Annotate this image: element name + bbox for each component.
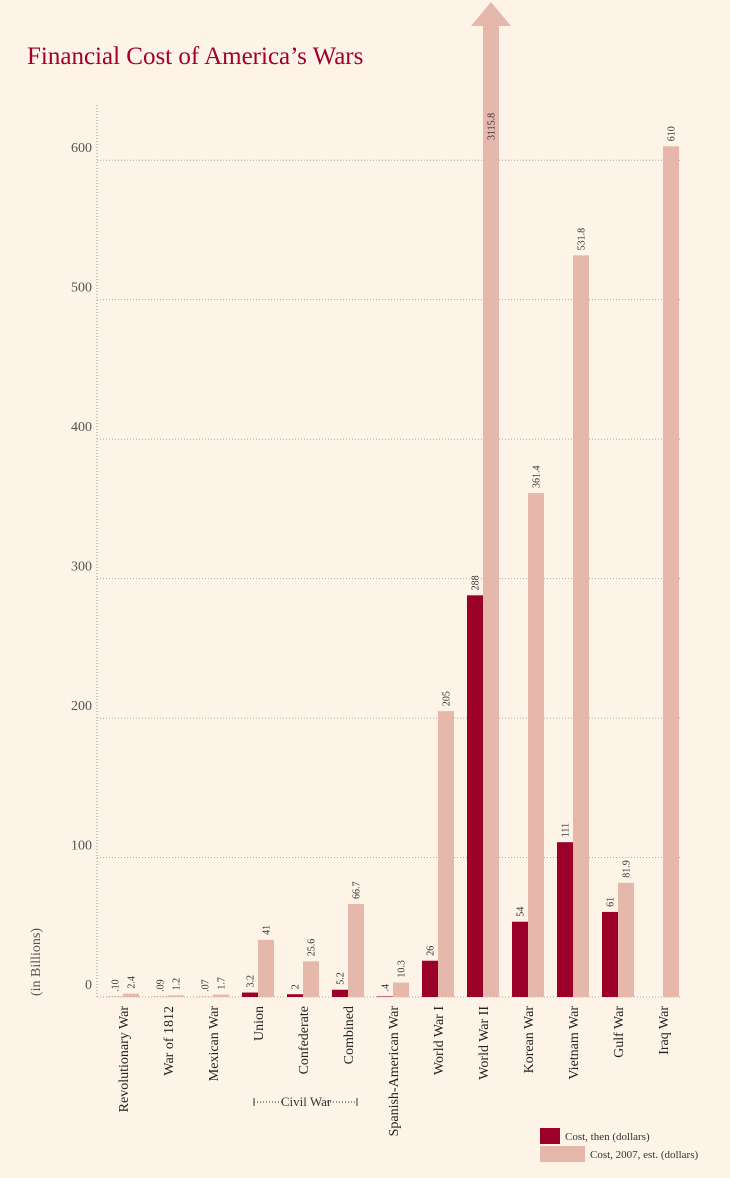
y-tick-label: 100 — [71, 839, 92, 854]
bar — [348, 903, 364, 997]
value-label: 3.2 — [246, 975, 257, 988]
group-label: Civil War — [281, 1094, 332, 1109]
value-label: 81.9 — [622, 860, 633, 878]
bar — [422, 960, 438, 997]
value-label: .07 — [201, 979, 212, 992]
bar — [512, 921, 528, 997]
value-label: 288 — [471, 575, 482, 590]
bar — [393, 982, 409, 997]
bar — [123, 993, 139, 997]
bar — [467, 595, 483, 997]
value-label: 5.2 — [336, 972, 347, 985]
x-tick-label: Vietnam War — [567, 1006, 582, 1080]
value-label: 1.2 — [172, 978, 183, 991]
bar — [332, 989, 348, 997]
value-label: 2.4 — [127, 976, 138, 989]
value-label: 610 — [667, 126, 678, 141]
x-tick-label: Korean War — [522, 1006, 537, 1074]
x-tick-label: World War II — [477, 1006, 492, 1080]
y-tick-label: 0 — [85, 978, 92, 993]
value-label: 66.7 — [352, 881, 363, 899]
bar — [573, 255, 589, 998]
value-label: 205 — [442, 691, 453, 706]
x-tick-label: Mexican War — [207, 1006, 222, 1082]
bar — [377, 996, 393, 997]
x-tick-label: Union — [252, 1006, 267, 1041]
value-label: 111 — [561, 823, 572, 837]
y-tick-label: 500 — [71, 281, 92, 296]
bar — [258, 939, 274, 997]
x-tick-label: Combined — [342, 1006, 357, 1064]
bar — [528, 492, 544, 997]
y-axis-label: (in Billions) — [29, 928, 44, 996]
x-tick-label: Gulf War — [612, 1006, 627, 1058]
legend-swatch — [540, 1128, 560, 1144]
y-tick-label: 300 — [71, 560, 92, 575]
bar — [213, 994, 229, 997]
value-label: 61 — [606, 897, 617, 907]
bar — [242, 992, 258, 997]
bar — [557, 842, 573, 997]
bar — [287, 994, 303, 997]
x-tick-label: Spanish-American War — [387, 1006, 402, 1137]
y-tick-label: 400 — [71, 420, 92, 435]
legend-label: Cost, then (dollars) — [565, 1131, 650, 1143]
value-label: 10.3 — [397, 960, 408, 978]
value-label: .09 — [156, 979, 167, 992]
value-label: 361.4 — [532, 465, 543, 488]
value-label: 54 — [516, 907, 527, 917]
value-label: 25.6 — [307, 939, 318, 957]
value-label: 2 — [291, 984, 302, 989]
bar — [303, 961, 319, 997]
bar — [602, 911, 618, 997]
chart-title: Financial Cost of America’s Wars — [27, 43, 363, 70]
bar — [168, 995, 184, 997]
bar-arrow — [471, 2, 511, 997]
value-label: .10 — [111, 979, 122, 992]
bar — [618, 882, 634, 997]
value-label: 1.7 — [217, 977, 228, 990]
bar — [663, 146, 679, 998]
y-tick-label: 200 — [71, 699, 92, 714]
x-tick-label: War of 1812 — [162, 1006, 177, 1076]
value-label: 531.8 — [577, 228, 588, 251]
x-tick-label: Confederate — [297, 1006, 312, 1074]
bar — [438, 711, 454, 997]
x-tick-label: World War I — [432, 1006, 447, 1075]
value-label: 3115.8 — [487, 113, 498, 140]
value-label: 26 — [426, 946, 437, 956]
value-label: .4 — [381, 984, 392, 992]
y-tick-label: 600 — [71, 141, 92, 156]
legend-swatch — [540, 1146, 585, 1162]
x-tick-label: Revolutionary War — [117, 1006, 132, 1113]
x-tick-label: Iraq War — [657, 1006, 672, 1055]
value-label: 41 — [262, 925, 273, 935]
legend-label: Cost, 2007, est. (dollars) — [590, 1149, 698, 1161]
